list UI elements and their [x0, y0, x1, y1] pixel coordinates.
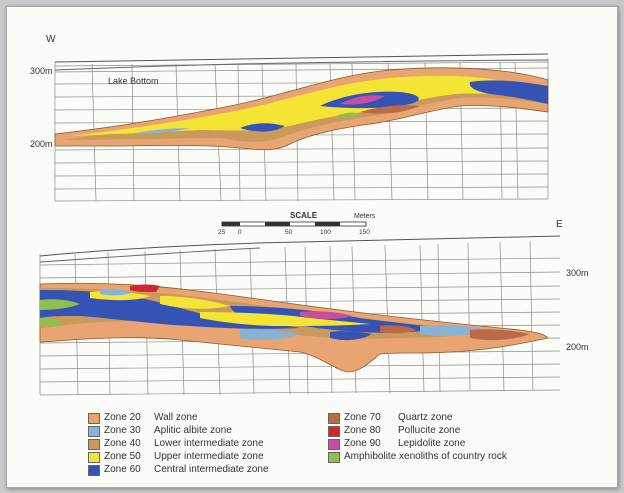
scale-tick-label: 25	[218, 229, 226, 236]
scale-tick-label: 0	[238, 229, 242, 236]
lower-cross-section: E	[39, 219, 589, 396]
lake-bottom-label: Lake Bottom	[108, 76, 159, 86]
west-label: W	[46, 34, 56, 45]
lower-300m-label: 300m	[566, 268, 589, 278]
scale-tick-label: 50	[285, 229, 293, 236]
upper-grid-horizontal	[54, 61, 549, 202]
lower-200m-label: 200m	[566, 342, 589, 352]
lower-pegmatite-body	[39, 282, 549, 373]
scale-tick-label: 100	[320, 229, 331, 236]
east-label: E	[556, 219, 563, 230]
scale-bar-segment	[265, 222, 290, 226]
upper-300m-label: 300m	[30, 66, 53, 76]
lower-surface-line	[39, 235, 561, 257]
scale-unit: Meters	[354, 213, 376, 220]
scale-tick-label: 150	[359, 229, 370, 236]
scale-bar: SCALE Meters 25 0 50 100 150	[218, 211, 376, 236]
upper-cross-section: W 300m 200m Lake Bottom	[30, 34, 549, 202]
upper-pegmatite-body	[54, 67, 549, 151]
scale-bar-frame	[221, 221, 367, 227]
lake-bottom-line	[54, 59, 549, 71]
upper-200m-label: 200m	[30, 139, 53, 149]
scale-title: SCALE	[290, 211, 318, 220]
lower-lake-bottom-line	[39, 247, 261, 263]
scale-bar-segment	[315, 222, 340, 226]
scale-bar-segment	[222, 222, 240, 226]
